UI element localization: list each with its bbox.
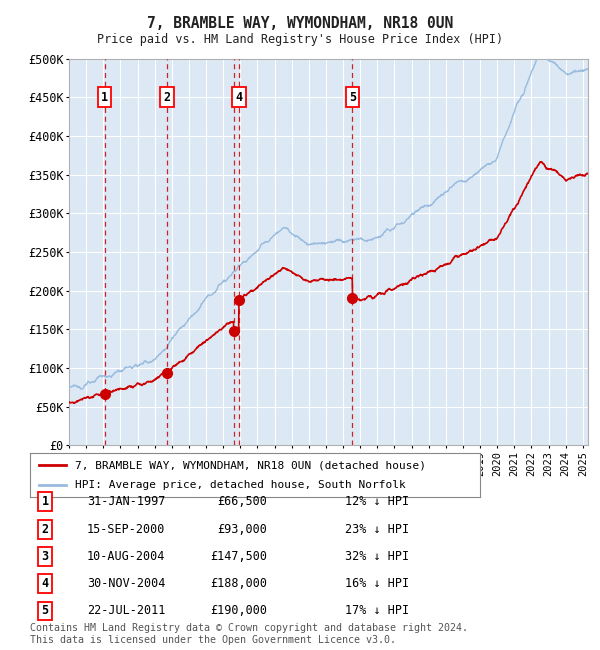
- Text: £66,500: £66,500: [217, 495, 267, 508]
- Text: £188,000: £188,000: [210, 577, 267, 590]
- Text: 7, BRAMBLE WAY, WYMONDHAM, NR18 0UN: 7, BRAMBLE WAY, WYMONDHAM, NR18 0UN: [147, 16, 453, 31]
- Text: 7, BRAMBLE WAY, WYMONDHAM, NR18 0UN (detached house): 7, BRAMBLE WAY, WYMONDHAM, NR18 0UN (det…: [75, 460, 426, 471]
- Text: £190,000: £190,000: [210, 604, 267, 617]
- Text: 4: 4: [41, 577, 49, 590]
- Text: HPI: Average price, detached house, South Norfolk: HPI: Average price, detached house, Sout…: [75, 480, 406, 490]
- Text: 32% ↓ HPI: 32% ↓ HPI: [345, 550, 409, 563]
- Text: 30-NOV-2004: 30-NOV-2004: [87, 577, 166, 590]
- Text: Price paid vs. HM Land Registry's House Price Index (HPI): Price paid vs. HM Land Registry's House …: [97, 32, 503, 46]
- Text: 10-AUG-2004: 10-AUG-2004: [87, 550, 166, 563]
- Text: 1: 1: [41, 495, 49, 508]
- Text: Contains HM Land Registry data © Crown copyright and database right 2024.
This d: Contains HM Land Registry data © Crown c…: [30, 623, 468, 645]
- Text: 2: 2: [41, 523, 49, 536]
- Text: 4: 4: [235, 90, 242, 103]
- Text: 23% ↓ HPI: 23% ↓ HPI: [345, 523, 409, 536]
- Text: 1: 1: [101, 90, 108, 103]
- Text: 16% ↓ HPI: 16% ↓ HPI: [345, 577, 409, 590]
- Text: 5: 5: [41, 604, 49, 617]
- Text: 17% ↓ HPI: 17% ↓ HPI: [345, 604, 409, 617]
- Text: 2: 2: [163, 90, 170, 103]
- Text: 31-JAN-1997: 31-JAN-1997: [87, 495, 166, 508]
- Text: 5: 5: [349, 90, 356, 103]
- Text: 3: 3: [41, 550, 49, 563]
- Text: £147,500: £147,500: [210, 550, 267, 563]
- Text: 15-SEP-2000: 15-SEP-2000: [87, 523, 166, 536]
- Text: 12% ↓ HPI: 12% ↓ HPI: [345, 495, 409, 508]
- Text: £93,000: £93,000: [217, 523, 267, 536]
- Text: 22-JUL-2011: 22-JUL-2011: [87, 604, 166, 617]
